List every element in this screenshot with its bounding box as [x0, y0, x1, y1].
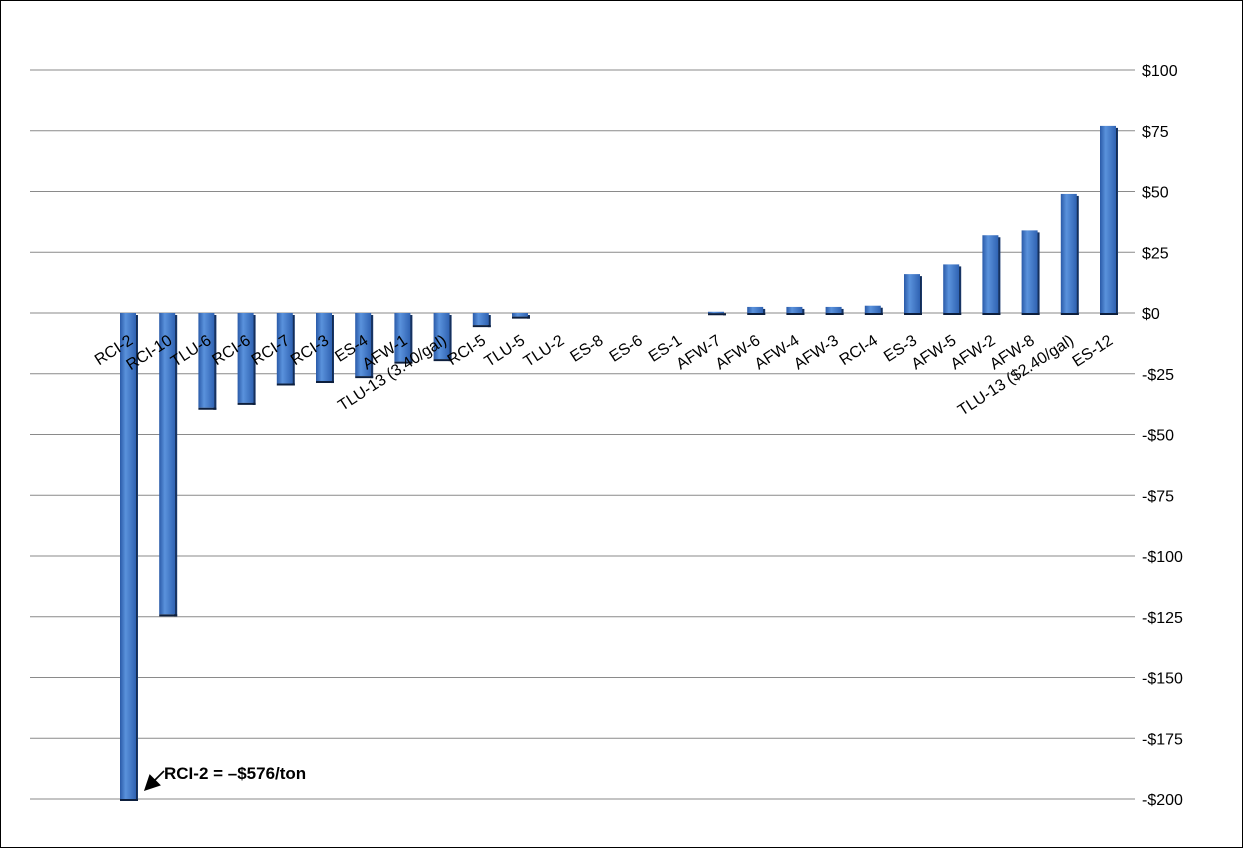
bar-shadow: [801, 308, 805, 315]
bar: [316, 313, 334, 384]
y-tick-label: $0: [1142, 306, 1160, 323]
y-tick-label: -$50: [1142, 428, 1174, 445]
category-label: ES-6: [607, 332, 646, 366]
annotation-text: RCI-2 = –$576/ton: [164, 764, 306, 783]
bar-body: [1021, 230, 1038, 313]
category-label: TLU-5: [482, 332, 529, 371]
y-tick-label: $25: [1142, 245, 1169, 262]
category-label: ES-12: [1070, 332, 1117, 371]
bar-shadow: [879, 307, 883, 315]
bar-shadow: [213, 315, 217, 410]
y-tick-label: -$125: [1142, 610, 1183, 627]
bar-body: [316, 313, 332, 382]
bar: [1060, 193, 1079, 315]
bar: [237, 313, 256, 405]
bar-body: [433, 313, 450, 360]
bar-body: [355, 313, 372, 377]
bar-body: [512, 313, 528, 317]
bar-shadow: [174, 315, 178, 617]
y-tick-label: -$75: [1142, 488, 1174, 505]
bar-body: [159, 313, 176, 615]
category-label: AFW-2: [948, 332, 999, 373]
category-label: AFW-4: [752, 332, 803, 373]
bar-shadow: [409, 315, 413, 364]
bar-shadow: [1115, 127, 1118, 315]
bar: [904, 274, 922, 315]
bar-body: [708, 311, 724, 314]
bar: [198, 313, 217, 410]
bar-shadow: [997, 237, 1001, 315]
bar: [512, 313, 530, 319]
category-label: AFW-3: [791, 332, 842, 373]
bars: [120, 125, 1118, 801]
bar-shadow: [370, 315, 374, 379]
bar-shadow: [919, 276, 922, 315]
bar-body: [904, 274, 920, 313]
category-label: TLU-2: [521, 332, 568, 371]
bar-shadow: [291, 315, 295, 386]
bar: [120, 313, 138, 801]
bar: [1100, 125, 1118, 315]
bar: [786, 306, 805, 315]
bar: [708, 311, 726, 316]
bar-body: [394, 313, 411, 362]
y-axis-tick-labels: $100 $75 $50 $25 $0 -$25 -$50 -$75 -$100 -$125 -$1…: [1142, 63, 1183, 809]
bar-body: [1100, 125, 1116, 313]
bar: [825, 306, 844, 315]
bar-body: [864, 305, 881, 313]
annotation: RCI-2 = –$576/ton: [143, 764, 306, 792]
bar: [433, 313, 452, 362]
bar-shadow: [1075, 195, 1079, 315]
bar-body: [237, 313, 254, 403]
category-label: AFW-6: [713, 332, 764, 373]
bar: [394, 313, 413, 364]
bar: [276, 313, 295, 386]
category-label: ES-8: [567, 332, 606, 366]
y-tick-label: -$100: [1142, 549, 1183, 566]
bar-shadow: [448, 315, 452, 362]
bar-shadow: [958, 266, 962, 315]
bar-shadow: [331, 315, 334, 384]
category-label: RCI-4: [837, 332, 881, 369]
category-label: AFW-7: [673, 332, 724, 373]
bar: [1021, 230, 1040, 315]
bar-shadow: [252, 315, 256, 405]
annotation-arrow: [143, 770, 165, 792]
y-tick-label: $100: [1142, 63, 1178, 80]
y-tick-label: -$150: [1142, 671, 1183, 688]
bar-shadow: [762, 308, 766, 315]
bar-shadow: [135, 315, 138, 801]
y-tick-label: -$200: [1142, 792, 1183, 809]
bar: [943, 264, 962, 315]
bar-body: [120, 313, 136, 799]
bar-body: [982, 235, 999, 313]
bar-body: [472, 313, 489, 326]
y-tick-label: $50: [1142, 185, 1169, 202]
bar: [747, 306, 766, 315]
bar-shadow: [840, 308, 844, 315]
bar-body: [1060, 193, 1077, 313]
y-tick-label: $75: [1142, 124, 1169, 141]
bar-body: [825, 306, 842, 313]
bar-body: [786, 306, 803, 313]
bar-body: [276, 313, 293, 384]
category-label: AFW-5: [909, 332, 960, 373]
y-tick-label: -$175: [1142, 731, 1183, 748]
bar-body: [198, 313, 215, 408]
gridlines: [30, 69, 1135, 800]
bar-shadow: [487, 315, 491, 328]
bar: [159, 313, 178, 617]
bar: [355, 313, 374, 379]
bar-body: [747, 306, 764, 313]
bar-shadow: [1036, 232, 1040, 315]
bar: [472, 313, 491, 328]
bar-body: [943, 264, 960, 313]
bar: [982, 235, 1001, 315]
bar: [864, 305, 883, 315]
y-tick-label: -$25: [1142, 367, 1174, 384]
